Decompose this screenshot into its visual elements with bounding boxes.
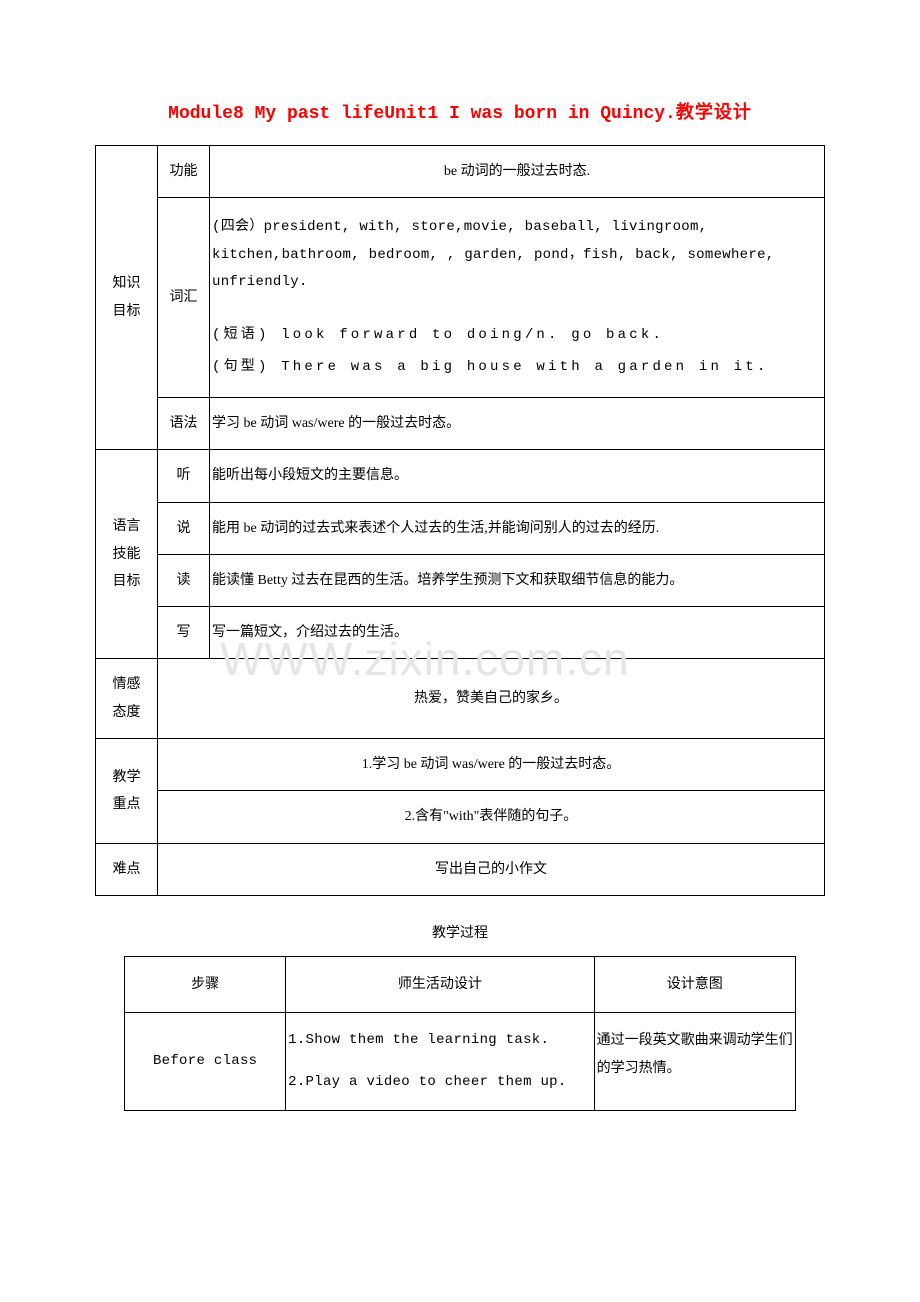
listen-label: 听: [158, 450, 210, 502]
emotion-content: 热爱，赞美自己的家乡。: [158, 659, 825, 739]
write-label: 写: [158, 607, 210, 659]
vocab-line2: (短语) look forward to doing/n. go back.: [212, 322, 822, 349]
title-text-1: Module8 My past lifeUnit1 I was born in …: [168, 104, 676, 124]
row1-act1: 1.Show them the learning task.: [288, 1027, 591, 1054]
speak-content: 能用 be 动词的过去式来表述个人过去的生活,并能询问别人的过去的经历.: [210, 502, 825, 554]
knowledge-label: 知识目标: [96, 146, 158, 450]
speak-label: 说: [158, 502, 210, 554]
row1-activity: 1.Show them the learning task. 2.Play a …: [286, 1013, 594, 1111]
listen-content: 能听出每小段短文的主要信息。: [210, 450, 825, 502]
th-step: 步骤: [125, 956, 286, 1012]
skill-label: 语言技能目标: [96, 450, 158, 659]
row1-step: Before class: [125, 1013, 286, 1111]
vocab-content: (四会）president, with, store,movie, baseba…: [210, 198, 825, 397]
th-activity: 师生活动设计: [286, 956, 594, 1012]
read-content: 能读懂 Betty 过去在昆西的生活。培养学生预测下文和获取细节信息的能力。: [210, 554, 825, 606]
vocab-line1: (四会）president, with, store,movie, baseba…: [212, 214, 822, 296]
vocab-line3: (句型) There was a big house with a garden…: [212, 354, 822, 381]
th-intent: 设计意图: [594, 956, 795, 1012]
write-content: 写一篇短文，介绍过去的生活。: [210, 607, 825, 659]
function-label: 功能: [158, 146, 210, 198]
document-title: Module8 My past lifeUnit1 I was born in …: [95, 95, 825, 131]
grammar-label: 语法: [158, 397, 210, 449]
row1-act2: 2.Play a video to cheer them up.: [288, 1069, 591, 1096]
keypoint-label: 教学重点: [96, 739, 158, 844]
objectives-table: 知识目标 功能 be 动词的一般过去时态. 词汇 (四会）president, …: [95, 145, 825, 896]
grammar-content: 学习 be 动词 was/were 的一般过去时态。: [210, 397, 825, 449]
vocab-label: 词汇: [158, 198, 210, 397]
emotion-label: 情感态度: [96, 659, 158, 739]
process-table: 步骤 师生活动设计 设计意图 Before class 1.Show them …: [124, 956, 796, 1111]
read-label: 读: [158, 554, 210, 606]
title-text-2: 教学设计: [676, 102, 752, 122]
difficulty-content: 写出自己的小作文: [158, 843, 825, 895]
difficulty-label: 难点: [96, 843, 158, 895]
process-title: 教学过程: [95, 922, 825, 942]
keypoint-line2: 2.含有"with"表伴随的句子。: [158, 791, 825, 843]
function-content: be 动词的一般过去时态.: [210, 146, 825, 198]
row1-intent: 通过一段英文歌曲来调动学生们的学习热情。: [594, 1013, 795, 1111]
keypoint-line1: 1.学习 be 动词 was/were 的一般过去时态。: [158, 739, 825, 791]
